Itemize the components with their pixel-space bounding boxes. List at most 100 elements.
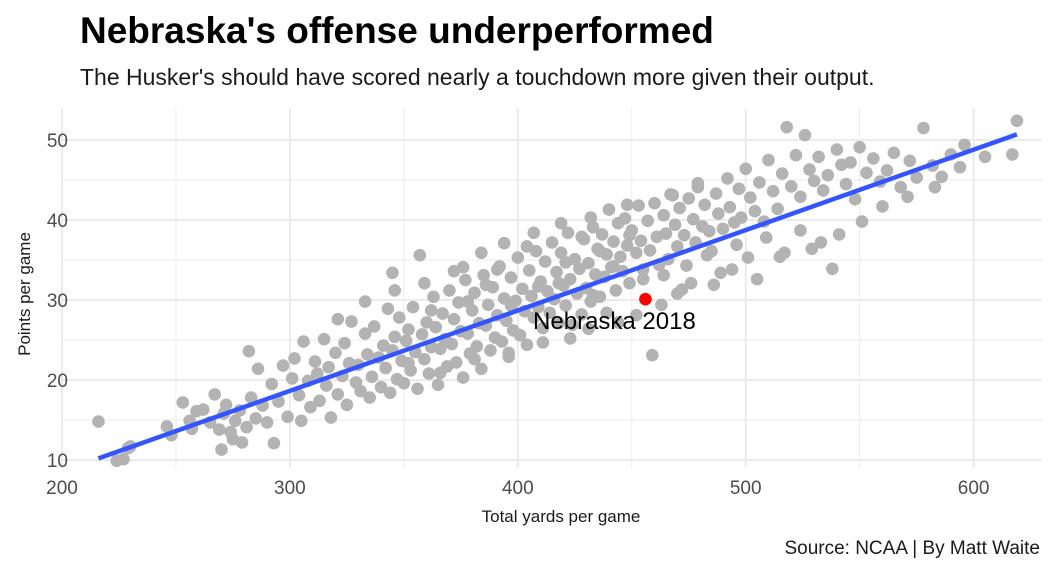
y-tick-label: 20 — [47, 371, 68, 392]
data-point — [527, 226, 541, 240]
data-point — [495, 335, 509, 348]
data-point — [447, 312, 461, 326]
data-point — [935, 170, 949, 184]
data-point — [445, 337, 459, 351]
points-layer — [92, 114, 1024, 468]
data-point — [643, 244, 657, 257]
data-point — [867, 152, 880, 165]
data-point — [586, 220, 600, 234]
data-point — [677, 228, 691, 242]
data-point — [422, 367, 436, 380]
data-point — [92, 415, 105, 428]
data-point — [504, 299, 518, 312]
data-point — [322, 360, 335, 374]
data-point — [723, 200, 737, 214]
data-point — [657, 208, 670, 222]
data-point — [418, 276, 431, 290]
y-tick-label: 10 — [47, 451, 68, 472]
data-point — [504, 271, 518, 284]
highlight-layer: Nebraska 2018 — [533, 292, 696, 335]
data-point — [582, 322, 595, 336]
data-point — [418, 352, 431, 366]
data-point — [687, 212, 700, 226]
data-point — [386, 266, 399, 280]
data-point — [684, 276, 698, 290]
data-point — [456, 371, 470, 384]
data-point — [614, 250, 627, 264]
data-point — [212, 423, 226, 436]
data-point — [497, 236, 511, 250]
data-point — [436, 307, 449, 320]
data-point — [317, 332, 331, 346]
data-point — [345, 315, 358, 328]
x-axis-title: Total yards per game — [482, 507, 641, 526]
data-point — [536, 321, 550, 335]
trend-line — [97, 132, 1018, 461]
data-point — [399, 334, 413, 348]
data-point — [680, 259, 693, 272]
data-point — [520, 338, 534, 352]
data-point — [700, 248, 714, 262]
data-point — [876, 200, 889, 213]
x-tick-label: 300 — [274, 478, 306, 499]
data-point — [716, 222, 730, 236]
data-point — [593, 244, 607, 258]
data-point — [402, 323, 415, 336]
data-point — [272, 395, 285, 408]
data-point — [228, 414, 242, 428]
data-point — [244, 391, 258, 404]
data-point — [917, 121, 930, 135]
data-point — [607, 235, 620, 248]
data-point — [452, 296, 465, 309]
data-point — [308, 355, 322, 368]
y-axis-title: Points per game — [15, 232, 34, 356]
data-point — [634, 234, 648, 248]
y-tick-label: 30 — [47, 291, 68, 312]
data-point — [365, 370, 379, 384]
data-point — [520, 240, 534, 253]
data-point — [117, 452, 130, 466]
data-point — [636, 272, 650, 286]
data-point — [903, 154, 917, 168]
data-point — [251, 362, 265, 376]
highlight-label: Nebraska 2018 — [533, 308, 696, 335]
data-point — [853, 140, 866, 154]
data-point — [475, 246, 488, 260]
data-point — [285, 372, 299, 385]
data-point — [848, 192, 862, 206]
data-point — [812, 150, 825, 164]
data-point — [429, 320, 443, 334]
data-point — [671, 240, 684, 253]
data-point — [561, 226, 575, 240]
data-point — [844, 156, 857, 169]
data-point — [714, 266, 727, 280]
data-point — [584, 211, 598, 224]
x-tick-label: 500 — [730, 478, 762, 499]
data-point — [470, 340, 484, 353]
data-point — [543, 306, 557, 320]
data-point — [730, 238, 743, 252]
data-point — [620, 239, 634, 252]
data-point — [502, 346, 515, 360]
data-point — [611, 316, 625, 329]
trend-layer — [97, 132, 1018, 461]
data-point — [379, 361, 392, 375]
data-point — [434, 342, 447, 356]
data-point — [479, 278, 493, 292]
data-point — [536, 336, 550, 349]
data-point — [559, 256, 572, 269]
data-point — [573, 262, 586, 276]
data-point — [816, 184, 830, 197]
data-point — [712, 207, 725, 220]
data-point — [281, 410, 294, 424]
data-point — [475, 362, 488, 376]
data-point — [762, 153, 775, 167]
data-point — [839, 177, 853, 191]
data-point — [748, 204, 762, 218]
data-point — [525, 289, 538, 303]
data-point — [618, 212, 632, 225]
data-point — [778, 246, 791, 260]
x-tick-label: 400 — [502, 478, 534, 499]
data-point — [691, 176, 705, 190]
data-point — [545, 236, 559, 249]
